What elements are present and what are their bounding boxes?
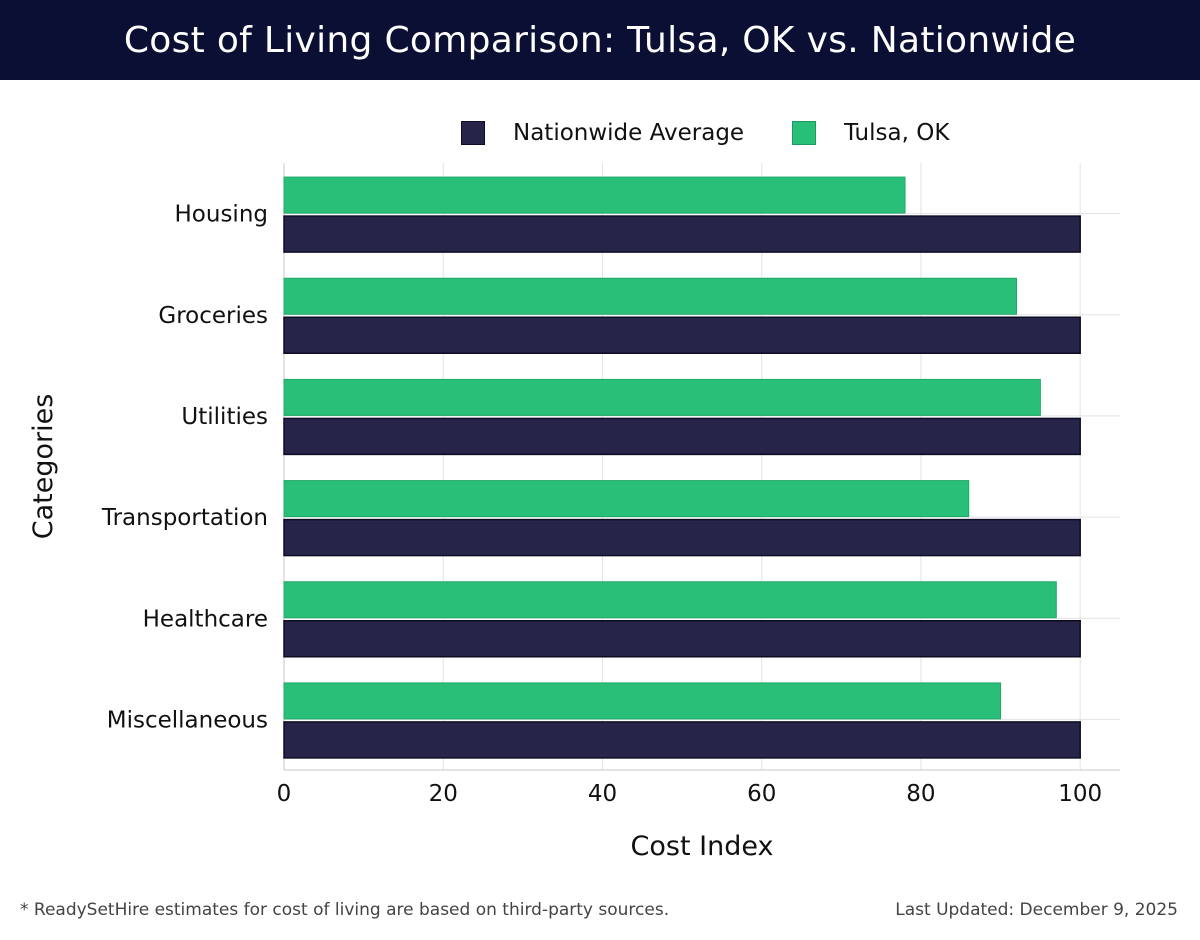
legend-item-tulsa: Tulsa, OK [792,114,949,152]
bar-nationwide-healthcare [283,620,1081,658]
footer-updated: Last Updated: December 9, 2025 [895,900,1178,920]
bar-tulsa-utilities [283,378,1041,416]
x-tick-label-1: 20 [429,781,458,807]
x-tick-label-4: 80 [906,781,935,807]
bar-nationwide-utilities [283,417,1081,456]
y-tick-label-groceries: Groceries [158,303,268,329]
bar-tulsa-transportation [283,480,970,518]
y-tick-label-miscellaneous: Miscellaneous [107,707,268,733]
chart-title: Cost of Living Comparison: Tulsa, OK vs.… [123,19,1077,61]
x-tick-label-3: 60 [747,781,776,807]
bar-nationwide-transportation [283,518,1081,557]
chart-legend: Nationwide Average Tulsa, OK [0,114,1200,152]
legend-label-tulsa: Tulsa, OK [844,120,950,146]
footer-note: * ReadySetHire estimates for cost of liv… [20,900,670,920]
bar-nationwide-housing [283,215,1081,253]
legend-label-nationwide: Nationwide Average [513,120,745,146]
x-axis-label: Cost Index [631,831,774,862]
legend-swatch-nationwide [461,121,485,145]
y-axis-label: Categories [28,394,59,540]
bar-nationwide-miscellaneous [283,721,1081,759]
bar-tulsa-healthcare [283,581,1057,619]
x-tick-label-5: 100 [1058,781,1102,807]
bar-tulsa-housing [283,176,906,214]
bar-chart: Housing Groceries Utilities Transportation H… [28,163,1120,862]
x-tick-label-2: 40 [588,781,617,807]
legend-swatch-tulsa [792,121,816,145]
bar-tulsa-groceries [283,277,1017,315]
y-tick-label-housing: Housing [175,202,269,228]
y-tick-label-healthcare: Healthcare [143,606,268,632]
title-bar: Cost of Living Comparison: Tulsa, OK vs.… [0,0,1200,80]
x-tick-label-0: 0 [277,781,292,807]
legend-item-nationwide: Nationwide Average [461,114,744,152]
y-tick-label-transportation: Transportation [101,505,268,531]
bar-nationwide-groceries [283,316,1081,354]
bar-tulsa-miscellaneous [283,682,1002,720]
y-tick-label-utilities: Utilities [181,404,268,430]
